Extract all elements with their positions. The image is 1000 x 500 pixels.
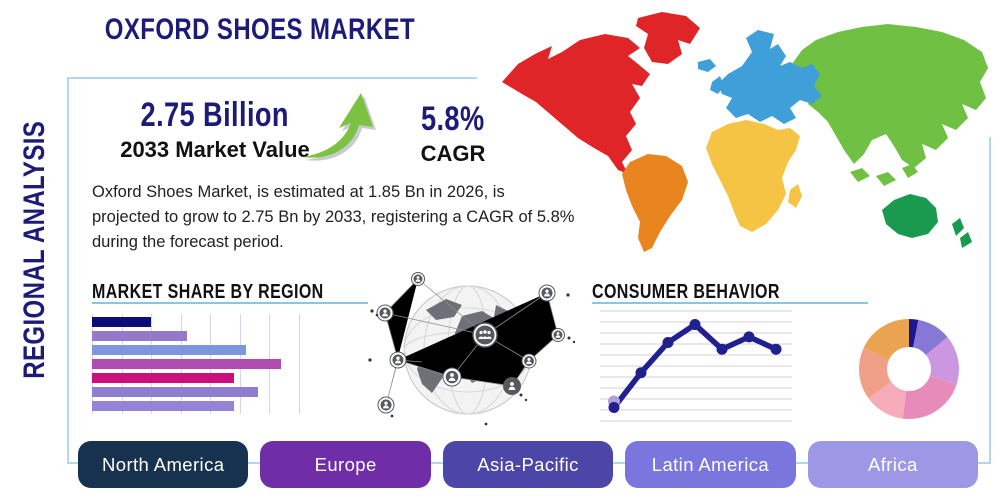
market-share-bar-chart [92,314,302,414]
bar-chart-gridline [299,314,300,414]
donut-slice-2 [913,319,948,355]
growth-arrow-up-right-icon [302,93,376,161]
side-vertical-label: REGIONAL ANALYSIS [18,121,51,379]
donut-slice-7 [863,319,909,360]
page-title: OXFORD SHOES MARKET [104,13,416,46]
map-region-north-america [502,12,700,174]
frame-border-top [67,77,477,79]
line-point-2 [635,367,647,379]
bar-region-7 [92,401,234,411]
line-point-1 [608,401,620,413]
region-button-latin-america[interactable]: Latin America [625,441,796,488]
donut-slice-4 [902,375,957,419]
region-buttons-row: North America Europe Asia-Pacific Latin Ame… [78,441,979,488]
region-button-asia-pacific[interactable]: Asia-Pacific [442,441,614,488]
market-value-label: 2033 Market Value [120,137,310,162]
region-button-europe[interactable]: Europe [260,441,431,488]
network-nodes [368,272,576,426]
consumer-behavior-underline [592,302,868,304]
person-node [376,304,394,322]
market-value-stat: 2.75 Billion 2033 Market Value [85,96,345,163]
bar-region-6 [92,387,258,397]
line-point-7 [770,343,782,355]
consumer-behavior-line-chart [600,310,792,422]
map-region-oceania [882,194,972,248]
map-region-south-america [622,154,688,252]
market-value-number: 2.75 Billion [140,96,290,134]
line-point-5 [716,343,728,355]
world-map [502,12,988,252]
donut-slice-1 [909,319,919,348]
line-point-4 [689,319,701,331]
market-summary-text: Oxford Shoes Market, is estimated at 1.8… [92,183,575,251]
donut-slice-5 [868,381,907,419]
market-share-underline [92,302,368,304]
cagr-number: 5.8% [421,100,485,138]
line-point-6 [743,331,755,343]
consumer-behavior-section-title: CONSUMER BEHAVIOR [592,281,780,303]
frame-border-left [67,77,69,463]
globe-network-graphic [368,272,576,426]
cagr-label: CAGR [420,141,486,166]
bar-region-3 [92,345,246,355]
regional-share-donut-chart [859,319,959,419]
map-region-asia [792,24,988,186]
map-region-africa [706,120,802,232]
network-links [384,278,559,406]
cagr-stat: 5.8% CAGR [388,100,518,167]
bar-region-1 [92,317,152,327]
frame-border-right [989,137,991,463]
bar-region-2 [92,331,187,341]
donut-slice-3 [925,337,959,385]
region-button-africa[interactable]: Africa [807,441,979,488]
line-point-3 [662,336,674,348]
bar-region-4 [92,359,282,369]
market-share-section-title: MARKET SHARE BY REGION [92,281,324,303]
bar-region-5 [92,373,234,383]
region-button-north-america[interactable]: North America [78,441,249,488]
donut-slice-6 [859,347,892,399]
map-region-europe [698,30,822,124]
